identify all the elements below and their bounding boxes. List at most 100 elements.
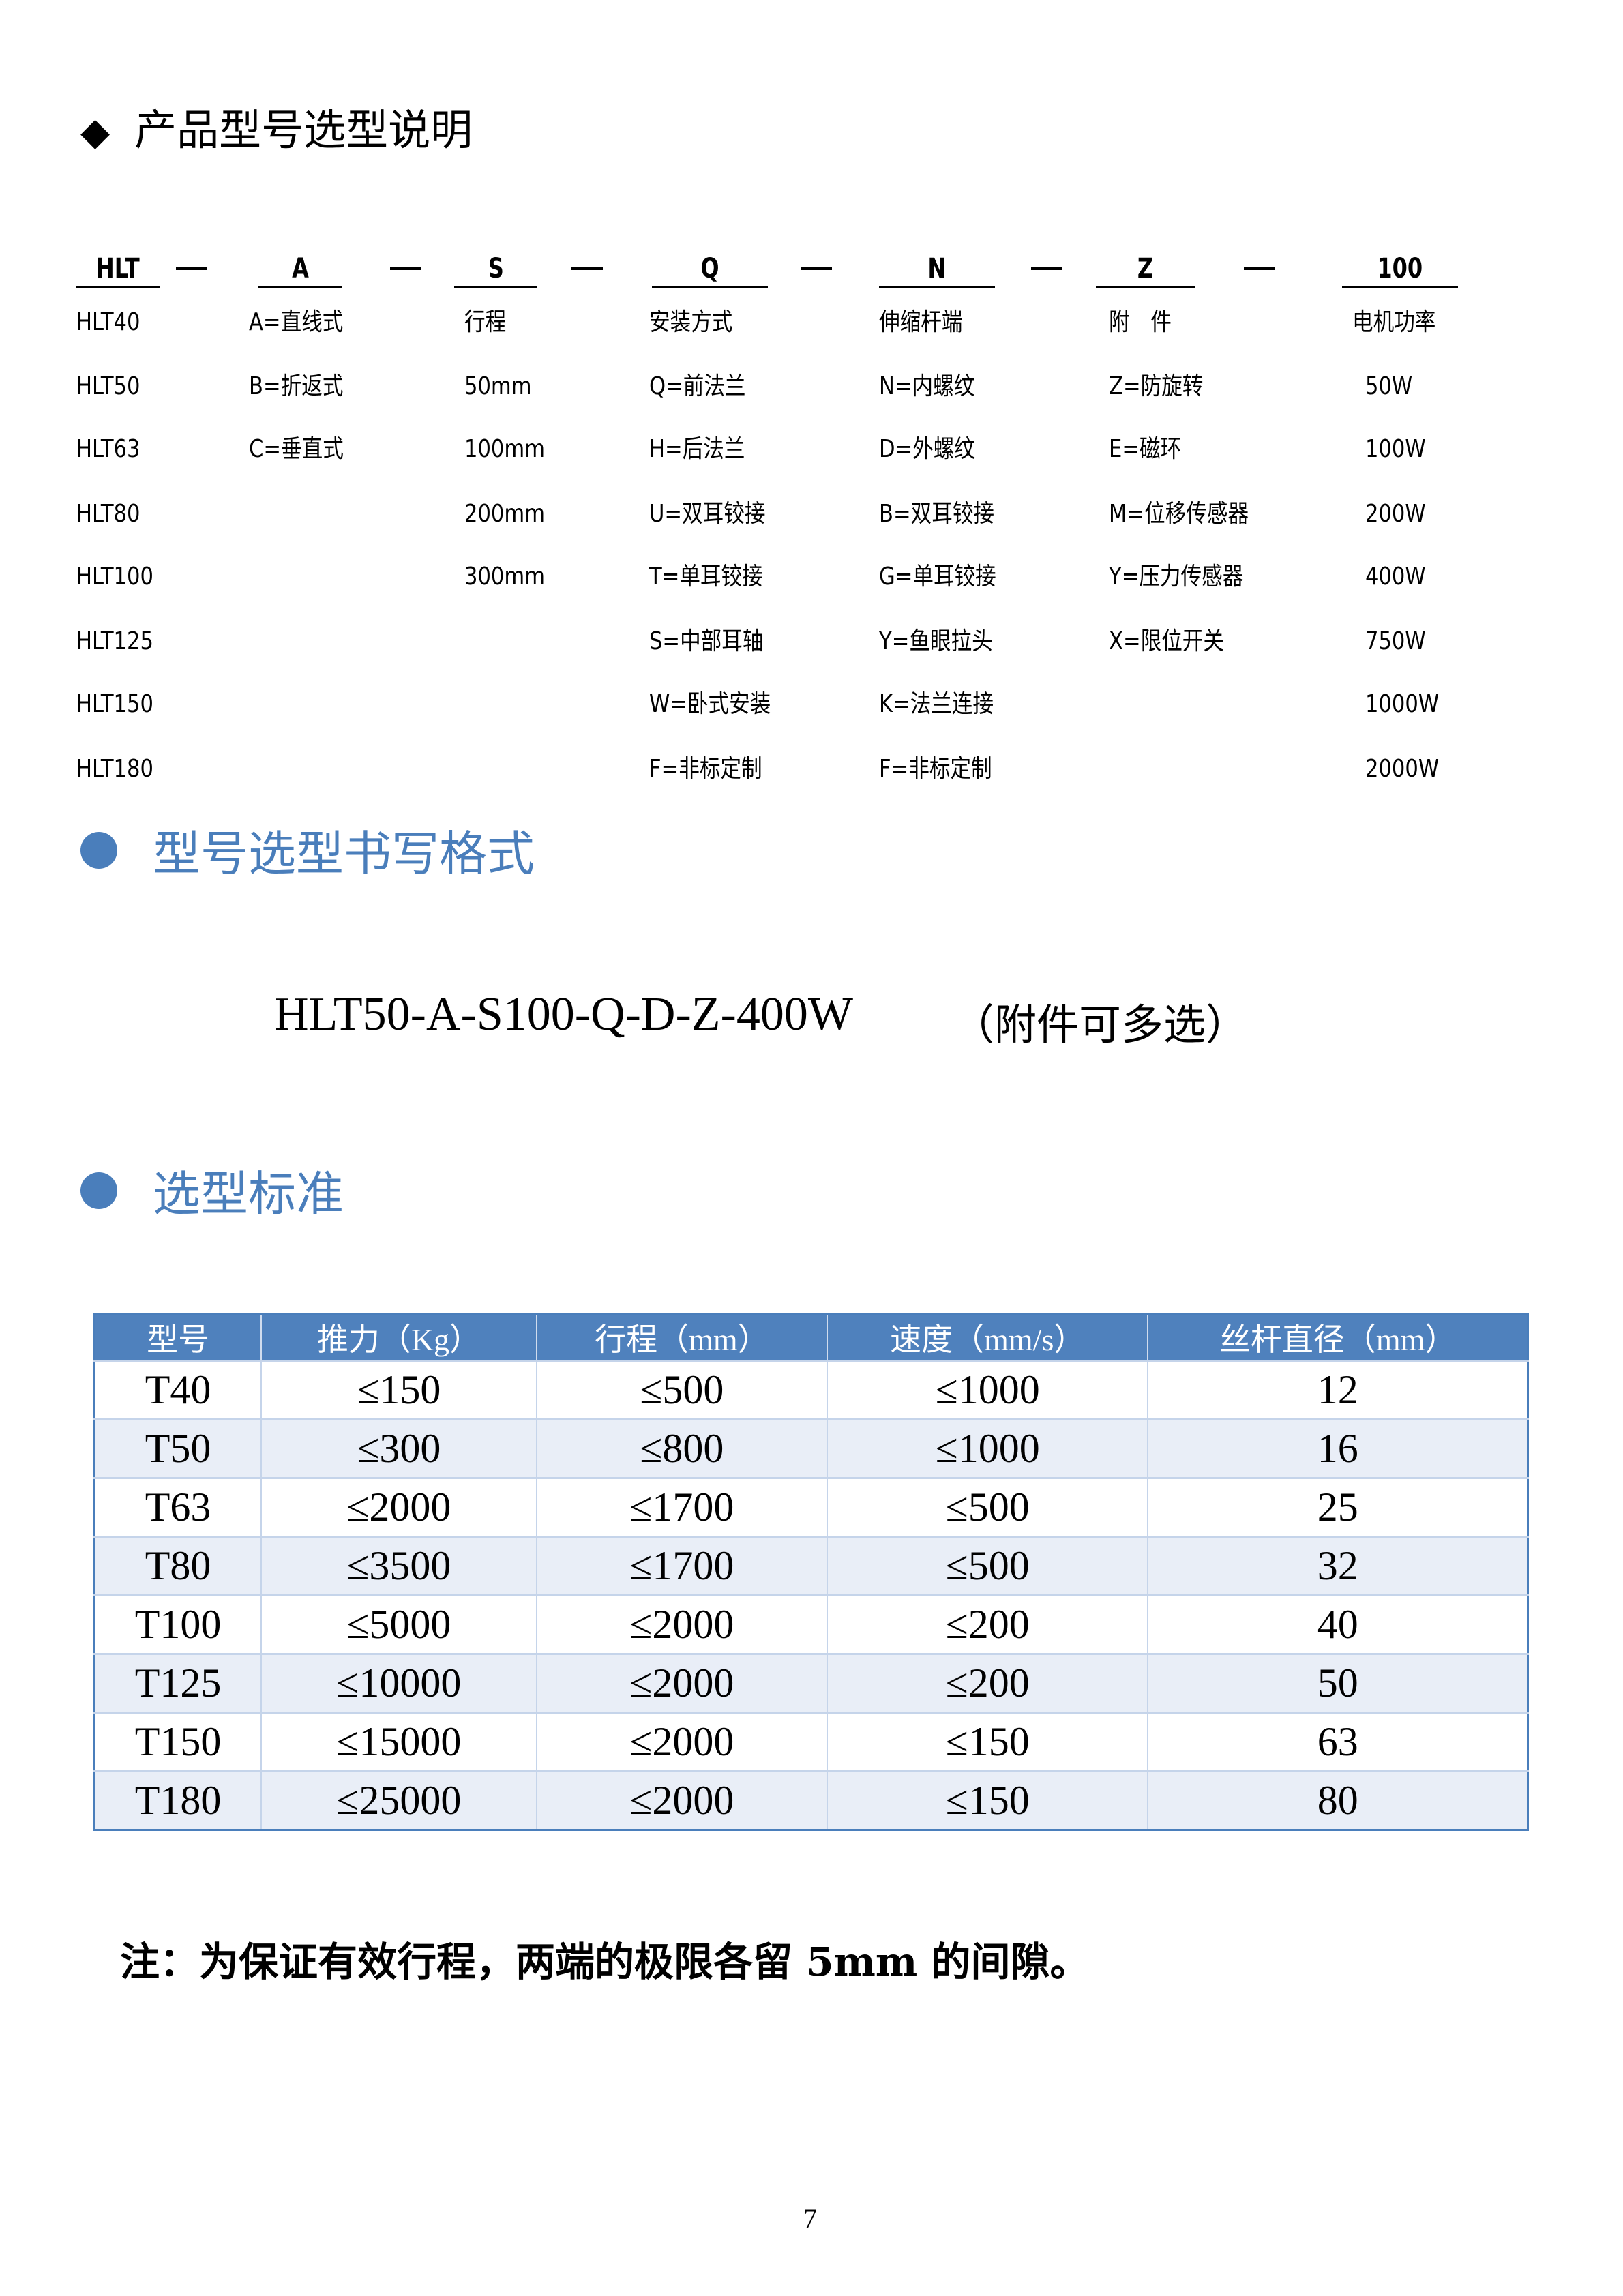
code-option: HLT50 [76, 372, 140, 400]
code-option: 行程 [464, 308, 507, 336]
table-row: T80 ≤3500 ≤1700 ≤500 32 [94, 1536, 1529, 1596]
code-option: E=磁环 [1109, 435, 1182, 463]
table-cell: ≤3500 [261, 1536, 537, 1596]
table-row: T63 ≤2000 ≤1700 ≤500 25 [94, 1477, 1529, 1537]
table-row: T50 ≤300 ≤800 ≤1000 16 [94, 1418, 1529, 1478]
table-cell: ≤15000 [261, 1712, 537, 1772]
code-option: 400W [1365, 563, 1426, 591]
table-cell: ≤800 [536, 1418, 829, 1478]
table-cell: ≤300 [261, 1418, 537, 1478]
code-option: 200W [1365, 500, 1426, 528]
code-part: Z [1096, 251, 1195, 288]
code-option: 电机功率 [1352, 308, 1436, 336]
code-option: K=法兰连接 [879, 690, 994, 718]
column-header: 推力（Kg） [261, 1313, 537, 1361]
table-cell: ≤5000 [261, 1594, 537, 1654]
note: 注：为保证有效行程，两端的极限各留 5mm 的间隙。 [120, 1939, 1090, 1985]
code-option: 100W [1365, 435, 1426, 463]
table-cell: ≤2000 [261, 1477, 537, 1537]
diamond-icon: ◆ [80, 110, 110, 154]
code-option: S=中部耳轴 [649, 627, 764, 655]
table-cell: 32 [1148, 1536, 1529, 1596]
code-option: F=非标定制 [879, 755, 992, 783]
code-option: HLT150 [76, 690, 153, 718]
code-part: Q [652, 251, 768, 288]
code-option: 200mm [464, 500, 546, 528]
table-row: T180 ≤25000 ≤2000 ≤150 80 [94, 1770, 1529, 1830]
table-cell: 40 [1148, 1594, 1529, 1654]
table-cell: 16 [1148, 1418, 1529, 1478]
table-row: T125 ≤10000 ≤2000 ≤200 50 [94, 1653, 1529, 1713]
code-option: HLT63 [76, 435, 140, 463]
format-example: HLT50-A-S100-Q-D-Z-400W [274, 988, 853, 1041]
code-option: Z=防旋转 [1109, 372, 1204, 400]
code-option: F=非标定制 [649, 755, 762, 783]
table-cell: 63 [1148, 1712, 1529, 1772]
code-separator [571, 267, 603, 270]
code-option: T=单耳铰接 [649, 563, 763, 591]
code-option: 750W [1365, 627, 1426, 655]
spec-table: 型号 推力（Kg） 行程（mm） 速度（mm/s） 丝杆直径（mm） T40 ≤150 ≤5… [93, 1313, 1529, 1831]
code-option: Y=鱼眼拉头 [879, 627, 993, 655]
code-option: C=垂直式 [249, 435, 344, 463]
section-title: 型号选型书写格式 [153, 826, 535, 882]
code-option: 2000W [1365, 755, 1440, 783]
column-header: 行程（mm） [536, 1313, 829, 1361]
code-part: 100 [1342, 251, 1458, 288]
table-cell: ≤25000 [261, 1770, 537, 1830]
table-cell: 12 [1148, 1360, 1529, 1420]
table-cell: ≤500 [827, 1536, 1149, 1596]
table-row: T40 ≤150 ≤500 ≤1000 12 [94, 1360, 1529, 1420]
table-cell: ≤1000 [827, 1360, 1149, 1420]
code-separator [801, 267, 832, 270]
column-header: 丝杆直径（mm） [1148, 1313, 1529, 1361]
table-cell: T100 [94, 1594, 263, 1654]
table-cell: T180 [94, 1770, 263, 1830]
code-option: B=折返式 [249, 372, 344, 400]
code-option: 附 件 [1109, 308, 1172, 336]
section-standard: 选型标准 [80, 1156, 344, 1225]
table-cell: ≤150 [261, 1360, 537, 1420]
table-cell: T50 [94, 1418, 263, 1478]
code-option: X=限位开关 [1109, 627, 1225, 655]
code-option: HLT125 [76, 627, 153, 655]
table-row: T150 ≤15000 ≤2000 ≤150 63 [94, 1712, 1529, 1772]
table-cell: ≤2000 [536, 1712, 829, 1772]
code-option: 安装方式 [649, 308, 733, 336]
code-part: HLT [76, 251, 160, 288]
column-header: 速度（mm/s） [827, 1313, 1149, 1361]
code-option: 50mm [464, 372, 532, 400]
table-cell: ≤1700 [536, 1477, 829, 1537]
code-separator [176, 267, 207, 270]
section-title: 选型标准 [153, 1166, 344, 1222]
code-option: W=卧式安装 [649, 690, 771, 718]
code-option: M=位移传感器 [1109, 500, 1249, 528]
format-note: （附件可多选） [952, 1000, 1249, 1049]
page-number: 7 [803, 2203, 817, 2234]
table-cell: ≤2000 [536, 1653, 829, 1713]
table-cell: ≤500 [827, 1477, 1149, 1537]
table-cell: T80 [94, 1536, 263, 1596]
code-separator [1031, 267, 1062, 270]
code-separator [390, 267, 421, 270]
page-heading: ◆ 产品型号选型说明 [80, 95, 473, 157]
code-option: G=单耳铰接 [879, 563, 996, 591]
table-cell: 80 [1148, 1770, 1529, 1830]
table-cell: ≤150 [827, 1770, 1149, 1830]
code-option: 1000W [1365, 690, 1440, 718]
table-cell: T150 [94, 1712, 263, 1772]
bullet-icon [80, 1172, 117, 1209]
code-option: N=内螺纹 [879, 372, 975, 400]
code-option: HLT100 [76, 563, 153, 591]
code-option: D=外螺纹 [879, 435, 976, 463]
table-cell: T63 [94, 1477, 263, 1537]
code-part: A [258, 251, 342, 288]
bullet-icon [80, 831, 117, 869]
code-option: U=双耳铰接 [649, 500, 766, 528]
code-option: A=直线式 [249, 308, 344, 336]
code-option: 50W [1365, 372, 1413, 400]
code-option: 300mm [464, 563, 546, 591]
table-cell: ≤500 [536, 1360, 829, 1420]
section-format: 型号选型书写格式 [80, 816, 535, 884]
table-cell: ≤200 [827, 1594, 1149, 1654]
